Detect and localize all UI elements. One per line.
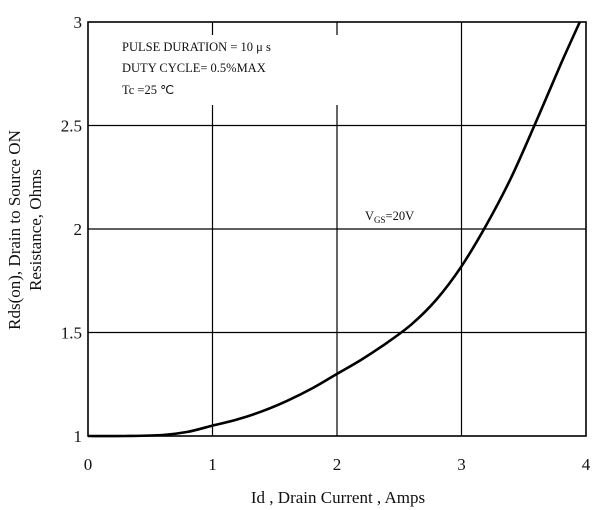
x-tick-label: 3	[457, 455, 466, 474]
y-tick-label: 3	[74, 13, 83, 32]
x-tick-label: 4	[582, 455, 591, 474]
series-label-subscript: GS	[374, 215, 386, 225]
x-axis-title: Id , Drain Current , Amps	[251, 488, 425, 507]
x-tick-label: 0	[84, 455, 93, 474]
y-tick-label: 1.5	[61, 324, 82, 343]
y-tick-labels: 1 1.5 2 2.5 3	[61, 13, 82, 446]
plot-frame	[87, 21, 587, 437]
series-label-value: =20V	[386, 209, 415, 223]
series-curves	[87, 21, 581, 438]
y-tick-label: 2	[74, 220, 83, 239]
y-axis-title-line2: Resistance, Ohms	[26, 169, 45, 291]
notes-background	[118, 35, 338, 105]
x-tick-label: 2	[333, 455, 342, 474]
x-tick-label: 1	[208, 455, 217, 474]
x-tick-labels: 0 1 2 3 4	[84, 455, 591, 474]
series-line-vgs-20v	[87, 21, 581, 438]
y-tick-label: 2.5	[61, 117, 82, 136]
y-tick-label: 1	[74, 427, 83, 446]
note-pulse-duration: PULSE DURATION = 10 μ s	[122, 40, 271, 54]
series-label-background	[362, 204, 442, 228]
series-label-main: V	[365, 209, 374, 223]
series-label-vgs: VGS=20V	[365, 209, 414, 225]
y-axis-title-line1: Rds(on), Drain to Source ON	[5, 130, 24, 330]
note-duty-cycle: DUTY CYCLE= 0.5%MAX	[122, 61, 266, 75]
note-case-temperature: Tc =25 ℃	[122, 83, 174, 97]
